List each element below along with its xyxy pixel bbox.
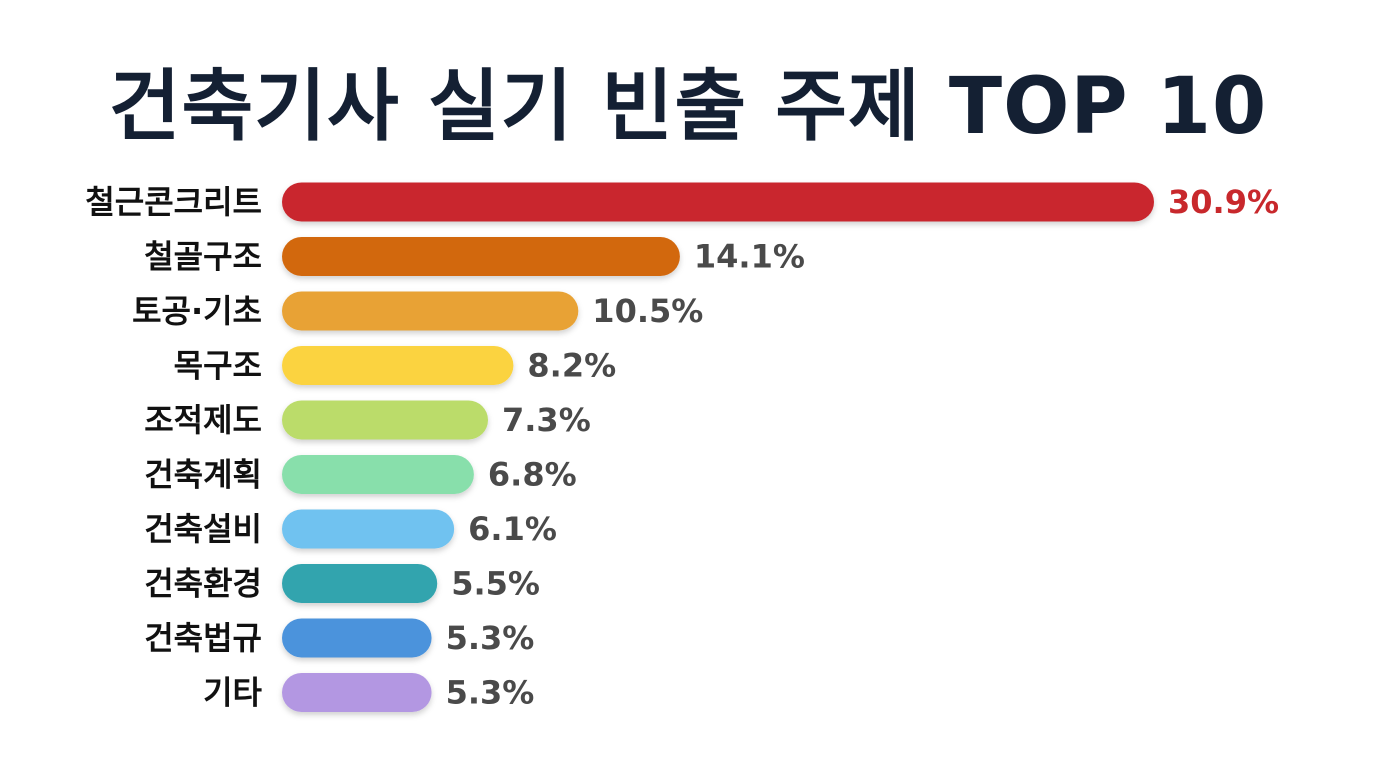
- category-label: 철골구조: [144, 238, 262, 276]
- bar: [282, 291, 579, 331]
- bar: [282, 400, 489, 440]
- category-label: 건축법규: [144, 619, 262, 657]
- category-label: 건축설비: [144, 510, 262, 548]
- value-label: 6.8%: [488, 456, 577, 494]
- value-label: 6.1%: [468, 510, 557, 548]
- bar: [282, 237, 680, 276]
- value-label: 10.5%: [592, 292, 703, 330]
- value-label: 5.3%: [446, 619, 535, 657]
- bar: [282, 673, 432, 712]
- category-label: 조적제도: [144, 401, 262, 439]
- bar: [282, 346, 514, 385]
- category-label: 목구조: [174, 347, 262, 385]
- value-label: 5.3%: [446, 674, 535, 712]
- value-label: 8.2%: [527, 347, 616, 385]
- bar: [282, 618, 432, 658]
- value-label: 5.5%: [451, 565, 540, 603]
- bars-layer: 철근콘크리트 30.9% 철골구조 14.1% 토공·기초 10.5% 목구조 8.2% 조적제…: [85, 182, 1279, 712]
- category-label: 기타: [203, 674, 262, 712]
- value-label: 30.9%: [1168, 183, 1279, 221]
- category-label: 토공·기초: [132, 292, 262, 330]
- bar: [282, 509, 455, 549]
- bar: [282, 182, 1154, 222]
- category-label: 건축환경: [144, 565, 262, 603]
- chart-title: 건축기사 실기 빈출 주제 TOP 10: [108, 62, 1268, 152]
- bar: [282, 564, 438, 603]
- bar: [282, 455, 474, 494]
- value-label: 14.1%: [694, 238, 805, 276]
- category-label: 건축계획: [144, 456, 262, 494]
- value-label: 7.3%: [502, 401, 591, 439]
- category-label: 철근콘크리트: [85, 183, 262, 221]
